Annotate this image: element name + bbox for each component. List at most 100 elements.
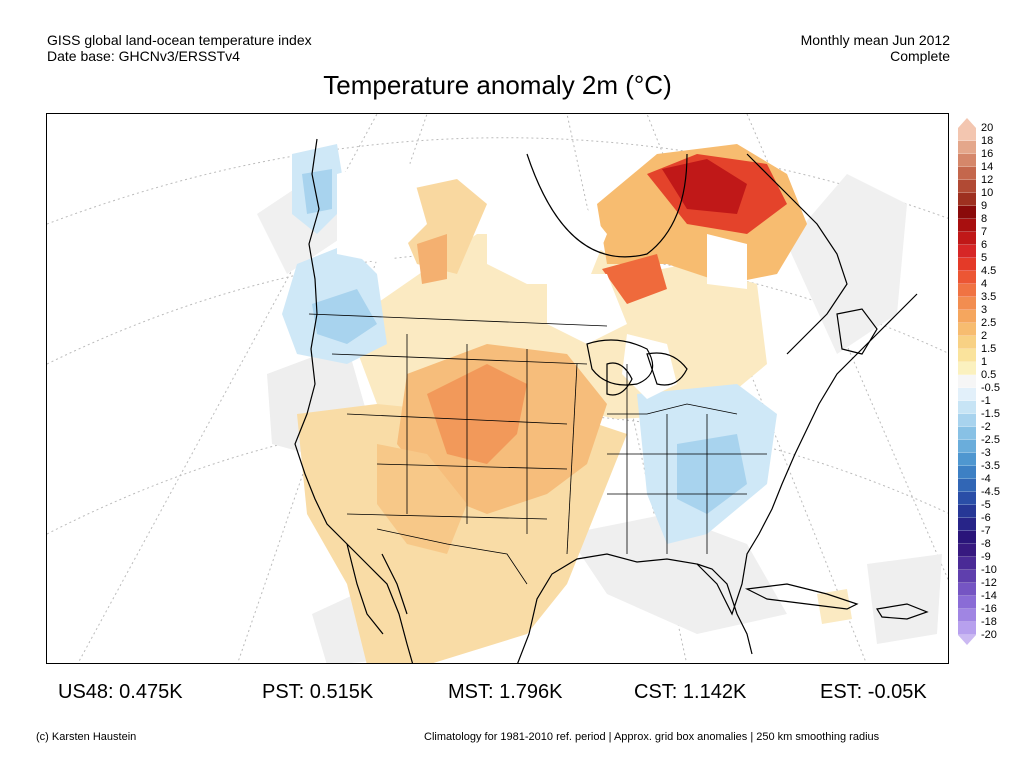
colorbar-cell	[958, 349, 976, 362]
colorbar-cell	[958, 388, 976, 401]
colorbar-cell	[958, 609, 976, 622]
borders	[308, 313, 767, 585]
colorbar-cell	[958, 141, 976, 154]
header-left: GISS global land-ocean temperature index…	[47, 32, 312, 64]
colorbar-cell	[958, 193, 976, 206]
colorbar-cell	[958, 414, 976, 427]
colorbar-cell	[958, 401, 976, 414]
colorbar-tick-label: 16	[981, 148, 994, 160]
colorbar-tick-label: -2	[981, 421, 991, 433]
colorbar-tick-label: -0.5	[981, 382, 1000, 394]
colorbar-tick-label: 12	[981, 174, 994, 186]
colorbar-bottom-arrow	[958, 635, 976, 645]
colorbar-tick-label: -1	[981, 395, 991, 407]
colorbar-cell	[958, 323, 976, 336]
colorbar-cell	[958, 479, 976, 492]
colorbar-cell	[958, 505, 976, 518]
colorbar-cell	[958, 583, 976, 596]
status-label: Complete	[890, 48, 950, 64]
copyright: (c) Karsten Haustein	[36, 731, 137, 743]
anomaly-map	[46, 113, 949, 664]
data-base-label: Date base: GHCNv3/ERSSTv4	[47, 48, 240, 64]
map-title: Temperature anomaly 2m (°C)	[323, 70, 672, 100]
colorbar-tick-label: -9	[981, 551, 991, 563]
colorbar-tick-label: 8	[981, 213, 988, 225]
colorbar-tick-label: 6	[981, 239, 988, 251]
colorbar-cell	[958, 258, 976, 271]
colorbar-cell	[958, 180, 976, 193]
colorbar-cell	[958, 219, 976, 232]
colorbar-tick-label: -18	[981, 616, 997, 628]
colorbar-tick-label: -3	[981, 447, 991, 459]
colorbar-cell	[958, 297, 976, 310]
colorbar-cell	[958, 427, 976, 440]
colorbar-cell	[958, 557, 976, 570]
stat-pst: PST: 0.515K	[262, 681, 374, 703]
colorbar-tick-label: -10	[981, 564, 997, 576]
colorbar-cell	[958, 622, 976, 635]
map-svg	[47, 114, 948, 663]
colorbar-tick-label: -12	[981, 577, 997, 589]
colorbar-cell	[958, 154, 976, 167]
colorbar-cell	[958, 336, 976, 349]
header-right: Monthly mean Jun 2012 Complete	[801, 32, 950, 64]
period-label: Monthly mean Jun 2012	[800, 32, 950, 48]
colorbar-cell	[958, 453, 976, 466]
colorbar-cell	[958, 466, 976, 479]
colorbar-cell	[958, 128, 976, 141]
stat-mst: MST: 1.796K	[448, 681, 563, 703]
colorbar-cell	[958, 440, 976, 453]
colorbar-cell	[958, 206, 976, 219]
colorbar-cell	[958, 245, 976, 258]
colorbar-cell	[958, 362, 976, 375]
colorbar-cell	[958, 310, 976, 323]
colorbar-tick-label: -14	[981, 590, 997, 602]
colorbar-tick-label: -7	[981, 525, 991, 537]
dataset-title: GISS global land-ocean temperature index	[47, 32, 312, 48]
colorbar-tick-label: -5	[981, 499, 991, 511]
colorbar-tick-label: 5	[981, 252, 988, 264]
colorbar-cell	[958, 518, 976, 531]
climatology-note: Climatology for 1981-2010 ref. period | …	[424, 731, 880, 743]
colorbar-tick-label: 10	[981, 187, 994, 199]
colorbar-tick-label: 1.5	[981, 343, 997, 355]
colorbar-tick-label: -20	[981, 629, 997, 641]
colorbar-cell	[958, 375, 976, 388]
colorbar-tick-label: 2.5	[981, 317, 997, 329]
colorbar-cell	[958, 570, 976, 583]
stat-us48: US48: 0.475K	[58, 681, 183, 703]
colorbar-cell	[958, 232, 976, 245]
colorbar-tick-label: 3.5	[981, 291, 997, 303]
colorbar-tick-label: 2	[981, 330, 988, 342]
colorbar-tick-label: 1	[981, 356, 988, 368]
colorbar-top-arrow	[958, 118, 976, 128]
colorbar-cell	[958, 284, 976, 297]
colorbar-tick-label: -16	[981, 603, 997, 615]
colorbar-tick-label: -2.5	[981, 434, 1000, 446]
colorbar-tick-label: 18	[981, 135, 994, 147]
stat-cst: CST: 1.142K	[634, 681, 747, 703]
coastlines	[294, 138, 929, 663]
colorbar-tick-label: 4	[981, 278, 988, 290]
colorbar-tick-label: 9	[981, 200, 988, 212]
no-data-areas	[337, 154, 747, 399]
colorbar-cell	[958, 271, 976, 284]
colorbar-tick-label: -3.5	[981, 460, 1000, 472]
colorbar-tick-label: 14	[981, 161, 994, 173]
colorbar-cell	[958, 544, 976, 557]
colorbar-tick-label: -4	[981, 473, 991, 485]
colorbar-tick-label: 7	[981, 226, 988, 238]
colorbar-tick-label: -6	[981, 512, 991, 524]
colorbar-cell	[958, 492, 976, 505]
colorbar-cell	[958, 596, 976, 609]
colorbar-tick-label: 3	[981, 304, 988, 316]
colorbar-tick-label: 20	[981, 122, 994, 134]
colorbar-tick-label: 0.5	[981, 369, 997, 381]
colorbar-tick-label: -8	[981, 538, 991, 550]
colorbar-cell	[958, 167, 976, 180]
colorbar-tick-label: 4.5	[981, 265, 997, 277]
colorbar-tick-label: -4.5	[981, 486, 1000, 498]
colorbar-tick-label: -1.5	[981, 408, 1000, 420]
colorbar-cell	[958, 531, 976, 544]
stat-est: EST: -0.05K	[820, 681, 927, 703]
